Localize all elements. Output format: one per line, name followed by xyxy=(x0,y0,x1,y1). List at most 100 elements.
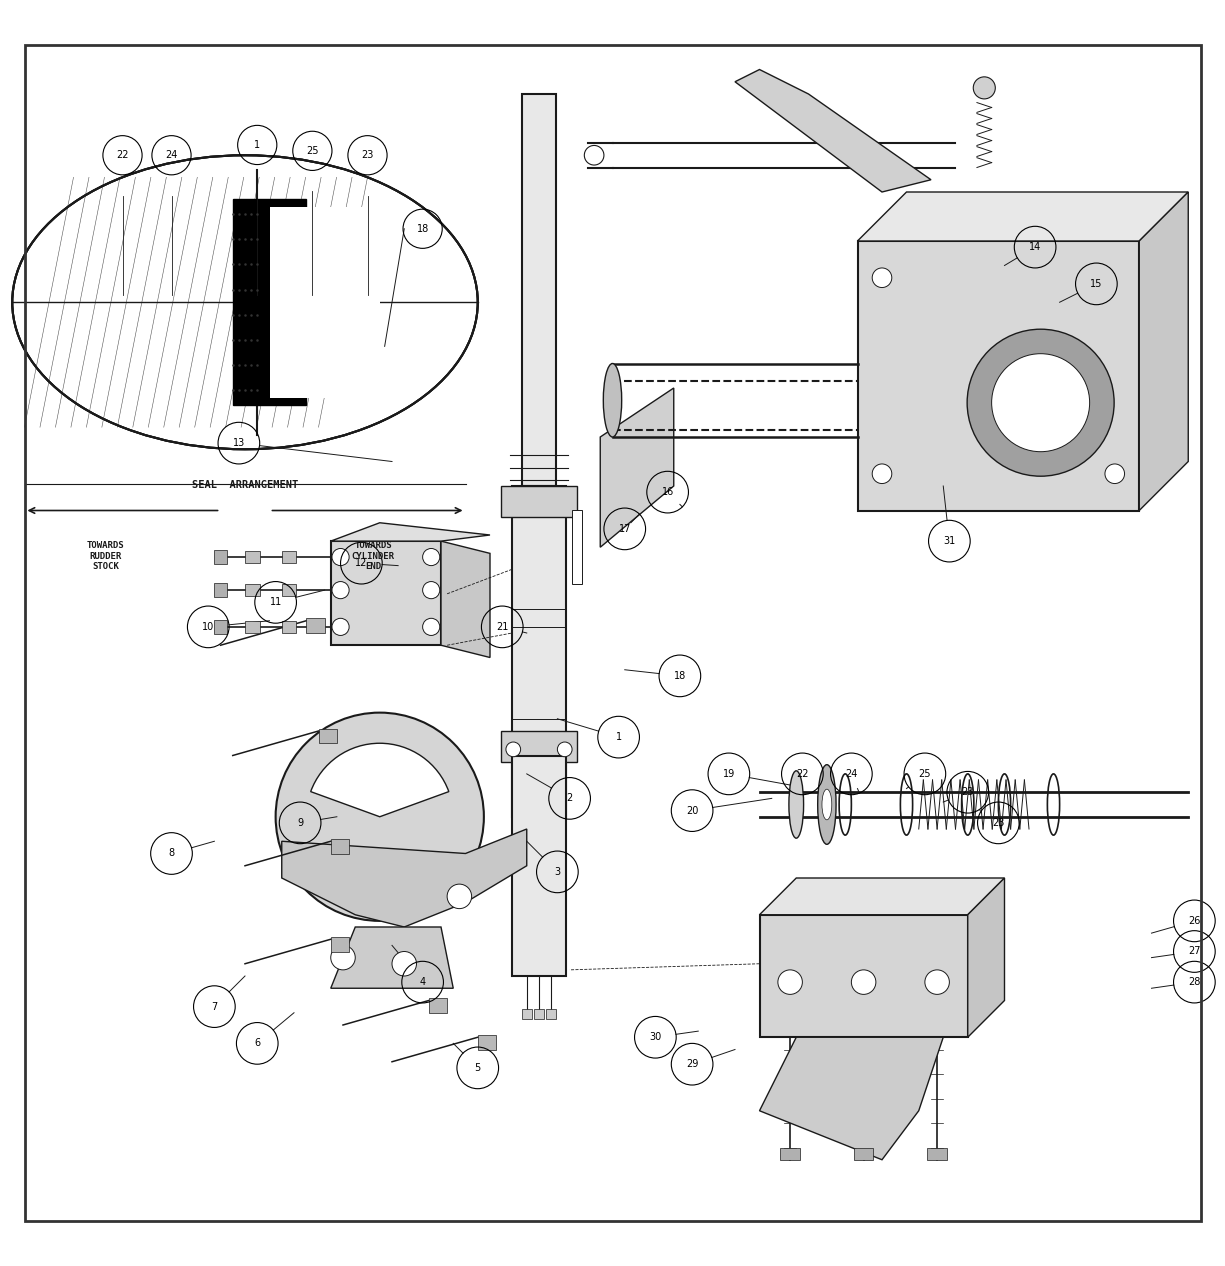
Bar xyxy=(282,620,296,633)
Bar xyxy=(429,998,447,1013)
Text: 24: 24 xyxy=(165,151,178,161)
Polygon shape xyxy=(1139,192,1188,510)
Polygon shape xyxy=(600,387,674,547)
Circle shape xyxy=(872,268,892,287)
Text: 30: 30 xyxy=(649,1032,662,1042)
Text: 7: 7 xyxy=(211,1001,218,1012)
Bar xyxy=(501,730,577,762)
Bar xyxy=(522,94,556,486)
Bar xyxy=(331,541,441,646)
Bar xyxy=(927,1147,947,1160)
Text: 16: 16 xyxy=(662,487,674,498)
Text: 28: 28 xyxy=(1188,977,1200,987)
Ellipse shape xyxy=(818,765,835,844)
Bar xyxy=(512,756,566,976)
Text: 17: 17 xyxy=(619,524,631,534)
Bar xyxy=(282,584,296,596)
Text: 23: 23 xyxy=(361,151,374,161)
Bar xyxy=(854,1147,873,1160)
Circle shape xyxy=(276,713,484,920)
Text: 18: 18 xyxy=(417,224,429,234)
Bar xyxy=(282,551,296,563)
Circle shape xyxy=(332,618,349,636)
Text: 24: 24 xyxy=(845,768,857,779)
Text: 8: 8 xyxy=(169,848,175,858)
Circle shape xyxy=(974,77,995,99)
Bar xyxy=(760,915,968,1037)
Text: 26: 26 xyxy=(1188,915,1200,925)
Bar xyxy=(478,1034,496,1050)
Bar xyxy=(546,1009,556,1019)
Text: TOWARDS
CYLINDER
END: TOWARDS CYLINDER END xyxy=(352,541,394,571)
Text: SEAL  ARRANGEMENT: SEAL ARRANGEMENT xyxy=(192,480,298,490)
Bar xyxy=(780,1147,800,1160)
Bar xyxy=(214,582,227,598)
Text: 29: 29 xyxy=(686,1060,698,1070)
Text: 22: 22 xyxy=(796,768,808,779)
Text: 18: 18 xyxy=(674,671,686,681)
Text: 25: 25 xyxy=(919,768,931,779)
Polygon shape xyxy=(282,829,527,927)
Text: 9: 9 xyxy=(298,818,304,828)
Circle shape xyxy=(557,742,572,757)
Bar xyxy=(214,619,227,634)
Circle shape xyxy=(332,548,349,566)
Bar xyxy=(572,510,582,584)
Text: TOWARDS
RUDDER
STOCK: TOWARDS RUDDER STOCK xyxy=(87,541,124,571)
Text: 21: 21 xyxy=(496,622,508,632)
Text: 20: 20 xyxy=(686,805,698,815)
Text: 1: 1 xyxy=(616,732,622,742)
Text: 4: 4 xyxy=(419,977,426,987)
Polygon shape xyxy=(331,523,490,541)
Circle shape xyxy=(872,463,892,484)
Polygon shape xyxy=(760,879,1004,915)
Circle shape xyxy=(423,581,440,599)
Text: 6: 6 xyxy=(255,1038,260,1048)
Circle shape xyxy=(332,581,349,599)
Text: 5: 5 xyxy=(474,1063,481,1072)
Circle shape xyxy=(778,970,802,994)
Bar xyxy=(306,618,325,633)
Circle shape xyxy=(423,548,440,566)
Text: 3: 3 xyxy=(554,867,561,877)
Polygon shape xyxy=(735,70,931,192)
Bar xyxy=(318,728,337,743)
Polygon shape xyxy=(968,879,1004,1037)
Bar xyxy=(245,620,260,633)
Ellipse shape xyxy=(12,156,478,449)
Circle shape xyxy=(584,146,604,165)
Bar xyxy=(245,551,260,563)
Bar xyxy=(858,241,1139,510)
Polygon shape xyxy=(760,1037,943,1160)
Bar xyxy=(522,1009,532,1019)
Circle shape xyxy=(967,329,1114,476)
Text: 19: 19 xyxy=(723,768,735,779)
Bar xyxy=(534,1009,544,1019)
Bar xyxy=(331,839,349,853)
Text: 12: 12 xyxy=(355,558,368,568)
Bar xyxy=(233,199,306,405)
Polygon shape xyxy=(858,192,1188,241)
Circle shape xyxy=(506,742,521,757)
Bar xyxy=(512,486,566,817)
Wedge shape xyxy=(311,743,448,817)
Ellipse shape xyxy=(789,771,804,838)
Circle shape xyxy=(447,884,472,909)
Ellipse shape xyxy=(603,363,622,437)
Bar xyxy=(331,937,349,952)
Text: 25: 25 xyxy=(306,146,318,156)
Circle shape xyxy=(423,618,440,636)
Text: 10: 10 xyxy=(202,622,214,632)
Circle shape xyxy=(392,952,416,976)
Text: 23: 23 xyxy=(962,787,974,798)
Bar xyxy=(270,206,380,398)
Bar xyxy=(245,584,260,596)
Bar xyxy=(501,486,577,517)
Text: 27: 27 xyxy=(1188,947,1200,957)
Text: 15: 15 xyxy=(1090,279,1102,289)
Text: 2: 2 xyxy=(566,794,573,804)
Circle shape xyxy=(991,353,1089,452)
Text: 23: 23 xyxy=(992,818,1004,828)
Text: 22: 22 xyxy=(116,151,129,161)
Text: 1: 1 xyxy=(255,141,260,149)
